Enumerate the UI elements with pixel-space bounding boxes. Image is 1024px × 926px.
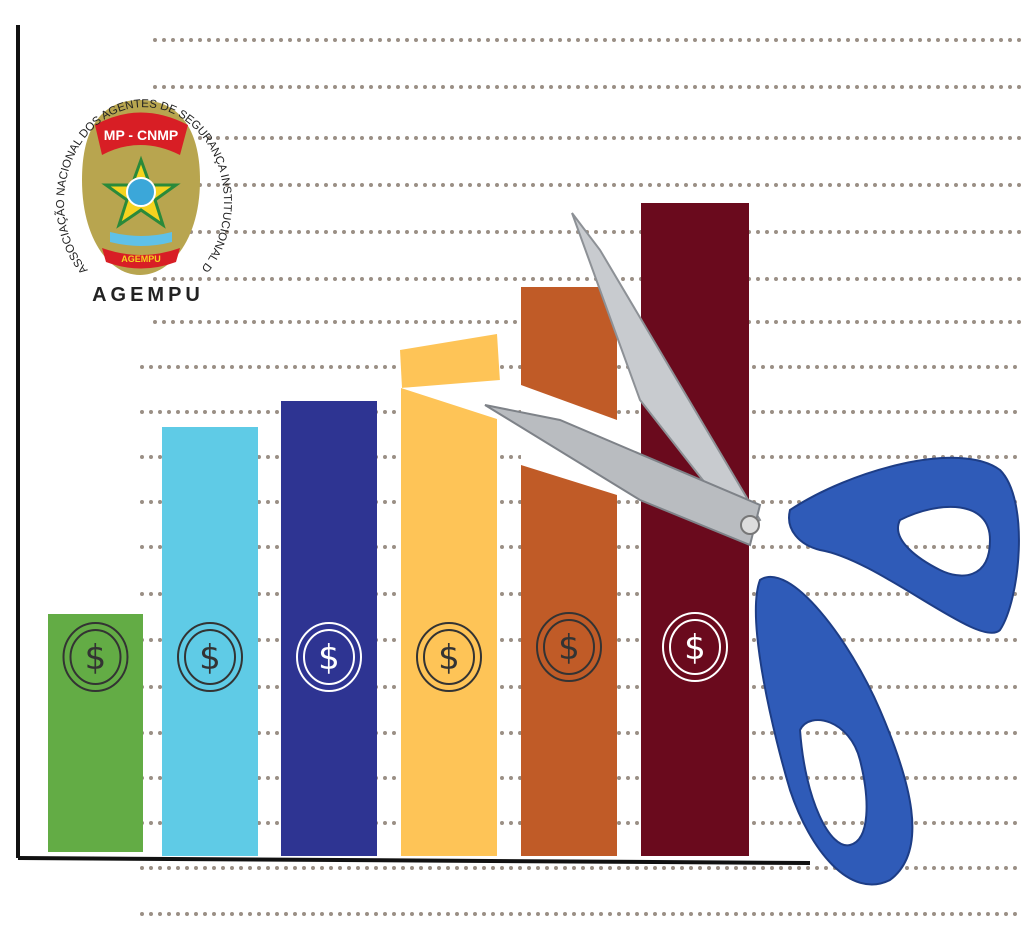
cut-bar-piece bbox=[400, 334, 500, 388]
globe-icon bbox=[126, 177, 156, 207]
svg-text:$: $ bbox=[438, 638, 460, 678]
ribbon bbox=[110, 232, 172, 246]
cut-gap bbox=[401, 380, 500, 420]
bar bbox=[281, 401, 377, 856]
dollar-coin-icon: $ bbox=[536, 612, 602, 682]
dollar-coin-icon: $ bbox=[296, 622, 362, 692]
svg-text:$: $ bbox=[318, 638, 340, 678]
banner-bottom-text: AGEMPU bbox=[121, 254, 161, 264]
dollar-coin-icon: $ bbox=[662, 612, 728, 682]
top-banner bbox=[95, 112, 188, 155]
dollar-coin-icon: $ bbox=[62, 622, 129, 692]
axes bbox=[16, 25, 811, 865]
svg-text:$: $ bbox=[684, 628, 706, 668]
bar bbox=[521, 287, 617, 856]
dollar-coin-icon: $ bbox=[177, 622, 243, 692]
bar bbox=[162, 427, 258, 856]
logo-title: AGEMPU bbox=[92, 284, 204, 306]
dollar-coin-icon: $ bbox=[416, 622, 482, 692]
bottom-banner bbox=[102, 248, 180, 269]
x-axis bbox=[17, 856, 811, 865]
svg-text:$: $ bbox=[558, 628, 580, 668]
svg-text:$: $ bbox=[85, 638, 107, 678]
svg-text:$: $ bbox=[199, 638, 221, 678]
banner-top-text: MP - CNMP bbox=[104, 127, 178, 143]
scissors-icon bbox=[484, 212, 1020, 886]
